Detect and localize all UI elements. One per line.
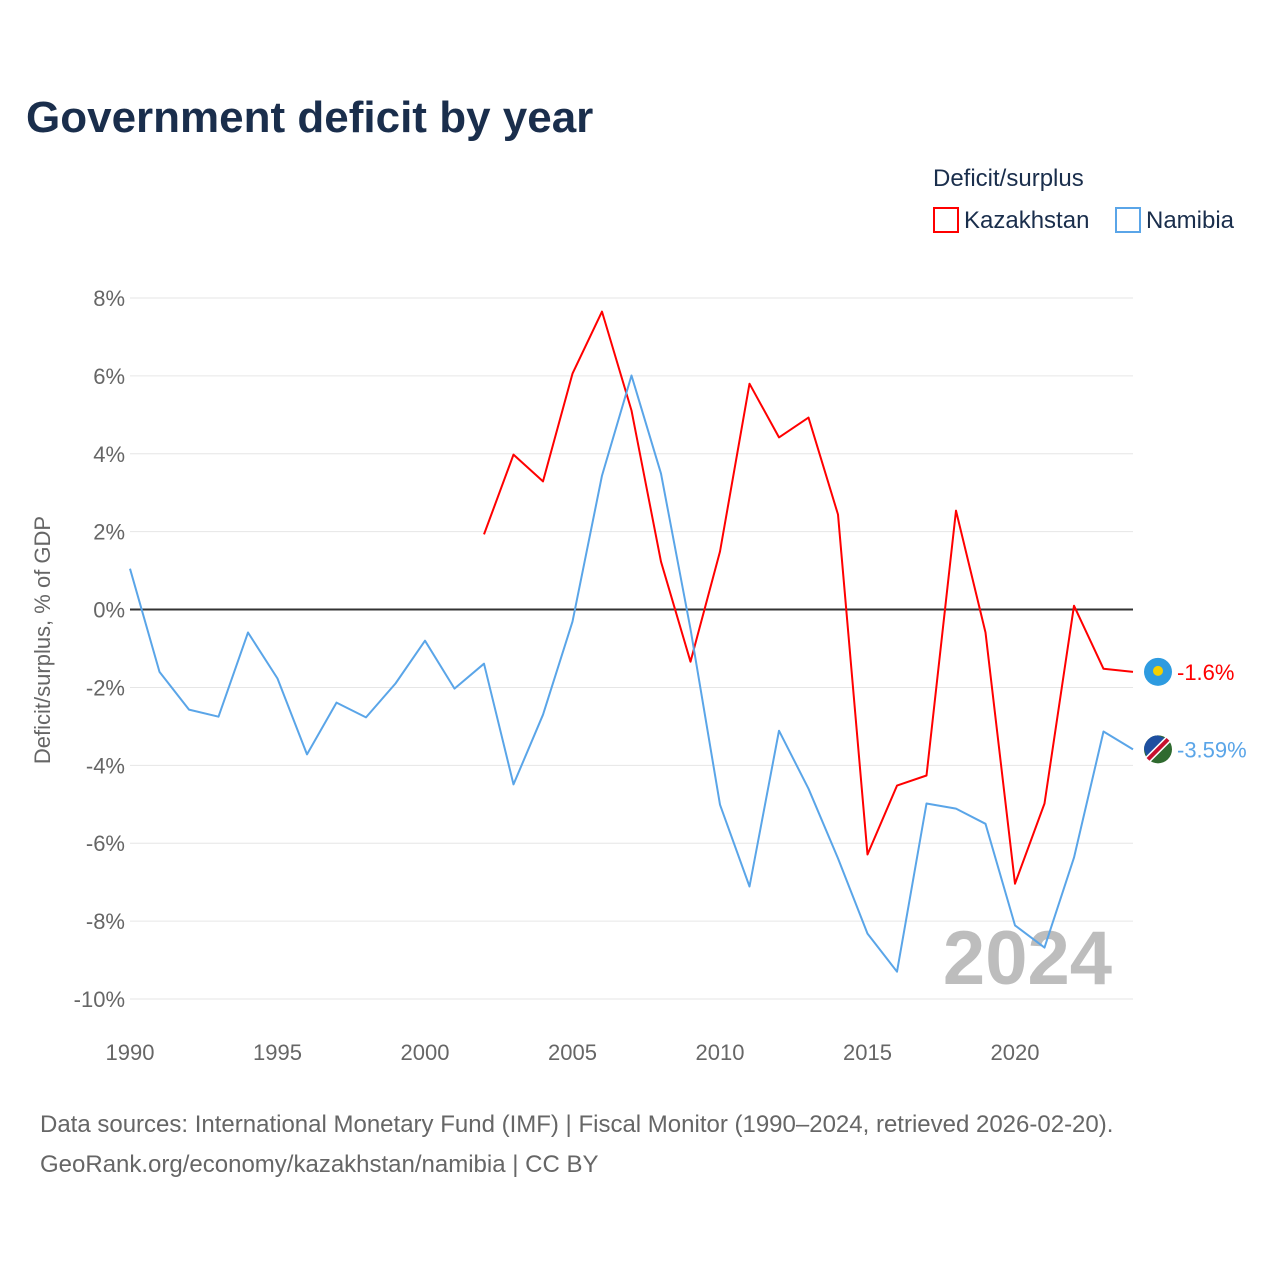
y-axis-label: Deficit/surplus, % of GDP bbox=[30, 516, 55, 764]
end-label-namibia: -3.59% bbox=[1177, 737, 1247, 762]
legend-swatch-kazakhstan bbox=[933, 207, 959, 233]
series-line-kazakhstan[interactable] bbox=[483, 310, 1134, 885]
series-line-namibia[interactable] bbox=[129, 374, 1134, 973]
x-tick-label: 1990 bbox=[106, 1040, 155, 1065]
y-tick-labels: 8% 6% 4% 2% 0% -2% -4% -6% -8% -10% bbox=[74, 286, 125, 1012]
gridlines bbox=[130, 297, 1133, 1000]
y-tick-label: 2% bbox=[93, 520, 125, 545]
year-watermark: 2024 bbox=[943, 916, 1112, 1001]
y-tick-label: 0% bbox=[93, 598, 125, 623]
y-tick-label: -4% bbox=[86, 753, 125, 778]
x-tick-label: 2015 bbox=[843, 1040, 892, 1065]
source-line: Data sources: International Monetary Fun… bbox=[40, 1111, 1113, 1138]
y-tick-label: 8% bbox=[93, 286, 125, 311]
legend-title: Deficit/surplus bbox=[933, 165, 1084, 192]
x-tick-label: 2000 bbox=[401, 1040, 450, 1065]
series-lines bbox=[129, 310, 1134, 973]
flag-icon-namibia bbox=[1144, 735, 1172, 764]
end-markers: -1.6% -3.59% bbox=[1144, 657, 1247, 764]
x-tick-label: 2010 bbox=[696, 1040, 745, 1065]
end-label-kazakhstan: -1.6% bbox=[1177, 660, 1234, 685]
legend-label-kazakhstan: Kazakhstan bbox=[964, 207, 1089, 234]
chart-title: Government deficit by year bbox=[26, 93, 593, 142]
x-tick-label: 2020 bbox=[991, 1040, 1040, 1065]
y-tick-label: -6% bbox=[86, 831, 125, 856]
y-tick-label: -10% bbox=[74, 987, 125, 1012]
legend-label-namibia: Namibia bbox=[1146, 207, 1235, 234]
x-tick-labels: 1990 1995 2000 2005 2010 2015 2020 bbox=[106, 1040, 1040, 1065]
y-tick-label: 6% bbox=[93, 364, 125, 389]
y-tick-label: -8% bbox=[86, 909, 125, 934]
y-tick-label: 4% bbox=[93, 442, 125, 467]
credit-line[interactable]: GeoRank.org/economy/kazakhstan/namibia |… bbox=[40, 1151, 599, 1178]
legend-item-kazakhstan[interactable]: Kazakhstan bbox=[933, 207, 1089, 234]
x-tick-label: 1995 bbox=[253, 1040, 302, 1065]
legend-swatch-namibia bbox=[1115, 207, 1141, 233]
flag-icon-kazakhstan bbox=[1144, 657, 1172, 686]
y-tick-label: -2% bbox=[86, 675, 125, 700]
x-tick-label: 2005 bbox=[548, 1040, 597, 1065]
legend-item-namibia[interactable]: Namibia bbox=[1115, 207, 1235, 234]
